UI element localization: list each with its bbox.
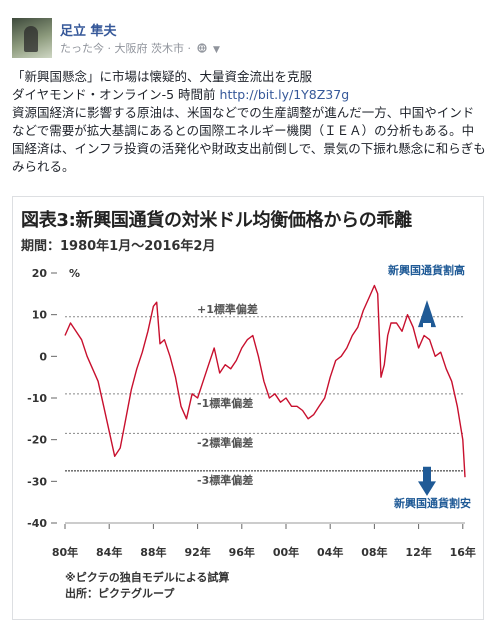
meta-separator-2: · (187, 42, 192, 55)
caret-down-icon[interactable]: ▼ (213, 45, 220, 55)
x-tick-label: 96年 (229, 545, 255, 559)
y-tick-label: -10 (27, 392, 47, 405)
std-dev-label: -1標準偏差 (197, 396, 253, 410)
y-tick-label: 20 (32, 267, 48, 280)
post-body: 「新興国懸念」に市場は懐疑的、大量資金流出を克服 ダイヤモンド・オンライン-5 … (12, 68, 486, 176)
chart-note-source: 出所：ピクテグループ (65, 587, 175, 600)
x-tick-label: 84年 (96, 545, 122, 559)
y-tick-label: 10 (32, 309, 48, 322)
std-dev-label: +1標準偏差 (197, 302, 258, 316)
post-paragraph: 資源国経済に影響する原油は、米国などでの生産調整が進んだ一方、中国やインドなどで… (12, 105, 486, 174)
chart-notes: ※ピクテの独自モデルによる試算 出所：ピクテグループ (65, 570, 229, 602)
y-tick-label: 0 (39, 350, 47, 363)
x-tick-label: 04年 (317, 545, 343, 559)
chart-period: 期間：1980年1月～2016年2月 (21, 239, 216, 254)
source-text: ダイヤモンド・オンライン-5 時間前 (12, 87, 216, 102)
source-line: ダイヤモンド・オンライン-5 時間前 http://bit.ly/1Y8Z37g (12, 86, 486, 104)
headline: 「新興国懸念」に市場は懐疑的、大量資金流出を克服 (12, 69, 313, 84)
y-unit-label: % (69, 267, 80, 280)
meta-separator: · (107, 42, 112, 55)
author-name[interactable]: 足立 隼夫 (60, 24, 117, 39)
globe-icon[interactable] (196, 42, 211, 55)
chart-title: 図表3:新興国通貨の対米ドル均衡価格からの乖離 (21, 210, 412, 231)
x-tick-label: 92年 (184, 545, 210, 559)
post-meta: たった今 · 大阪府 茨木市 · ▼ (60, 40, 220, 56)
x-tick-label: 00年 (273, 545, 299, 559)
post-time[interactable]: たった今 (60, 42, 104, 55)
annotation-overvalued: 新興国通貨割高 (388, 263, 465, 277)
avatar[interactable] (12, 18, 52, 58)
x-tick-label: 88年 (140, 545, 166, 559)
x-tick-label: 08年 (361, 545, 387, 559)
y-tick-label: -30 (27, 475, 47, 488)
chart-figure[interactable]: 図表3:新興国通貨の対米ドル均衡価格からの乖離 期間：1980年1月～2016年… (12, 196, 484, 620)
down-arrow-icon (418, 466, 436, 496)
post-header: 足立 隼夫 たった今 · 大阪府 茨木市 · ▼ (12, 18, 482, 62)
x-tick-label: 16年 (450, 545, 476, 559)
x-tick-label: 12年 (405, 545, 431, 559)
x-tick-label: 80年 (52, 545, 78, 559)
chart-svg: 20 10 0 -10 -20 -30 -40% 80年 84年 88年 92年 96年 00年 04年 0… (27, 263, 476, 559)
up-arrow-icon (418, 300, 436, 328)
annotation-undervalued: 新興国通貨割安 (394, 496, 471, 510)
y-tick-label: -40 (27, 517, 47, 530)
chart-note-model: ※ピクテの独自モデルによる試算 (65, 571, 230, 584)
series-line (64, 284, 466, 478)
post-location[interactable]: 大阪府 茨木市 (114, 42, 185, 55)
std-dev-label: -3標準偏差 (197, 473, 253, 487)
std-dev-label: -2標準偏差 (197, 435, 253, 449)
y-tick-label: -20 (27, 434, 47, 447)
post-link[interactable]: http://bit.ly/1Y8Z37g (219, 87, 350, 102)
